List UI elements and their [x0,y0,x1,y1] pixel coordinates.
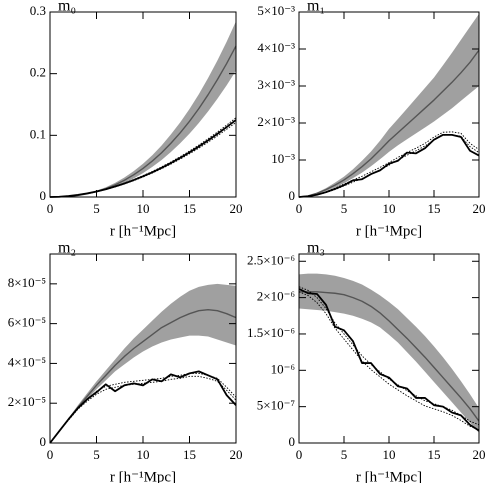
y-tick-label: 0.1 [30,126,46,141]
y-tick-label: 2×10⁻⁵ [8,394,46,409]
band-area [50,283,236,443]
series-line [49,122,237,198]
x-axis-label: r [h⁻¹Mpc] [110,223,176,239]
x-tick-label: 0 [47,201,54,216]
y-tick-label: 0 [40,188,47,203]
x-tick-label: 20 [473,447,486,462]
x-tick-label: 5 [341,201,348,216]
y-tick-label: 4×10⁻⁵ [8,354,46,369]
x-tick-label: 5 [93,447,100,462]
x-tick-label: 20 [473,201,486,216]
x-tick-label: 0 [296,201,303,216]
y-tick-label: 3×10⁻³ [257,77,295,92]
series-line [49,117,237,198]
x-tick-label: 15 [183,447,196,462]
y-tick-label: 4×10⁻³ [257,40,295,55]
x-tick-label: 5 [93,201,100,216]
y-tick-label: 10⁻⁶ [271,361,295,376]
series-line [299,291,480,422]
y-tick-label: 1.5×10⁻⁶ [247,325,295,340]
x-axis-label: r [h⁻¹Mpc] [110,469,176,483]
y-tick-label: 0 [289,434,296,449]
x-tick-label: 10 [137,201,150,216]
panel: 0 0.1 0.2 0.3 0 5 10 15 20 r [h⁻¹Mpc] m₀ [30,0,243,239]
series-line [298,133,480,198]
y-tick-label: 5×10⁻³ [257,3,295,18]
x-tick-label: 10 [137,447,150,462]
x-tick-label: 15 [183,201,196,216]
series-line [298,49,480,198]
band-area [299,273,479,433]
x-tick-label: 0 [47,447,54,462]
panel: 0 5×10⁻⁷ 10⁻⁶ 1.5×10⁻⁶ 2×10⁻⁶ 2.5×10⁻⁶ 0 5 10 15 2… [247,240,485,483]
series-line [49,375,237,444]
y-tick-label: 0.2 [30,65,46,80]
x-tick-label: 15 [428,447,441,462]
x-tick-label: 10 [383,447,396,462]
x-axis-label: r [h⁻¹Mpc] [356,223,422,239]
panel: 0 2×10⁻⁵ 4×10⁻⁵ 6×10⁻⁵ 8×10⁻⁵ 0 5 10 15 20 r [h⁻¹M… [8,240,243,483]
x-tick-label: 0 [296,447,303,462]
panel-title: m₀ [58,0,76,15]
series-line [298,286,480,426]
panel-title: m₃ [307,240,325,257]
y-tick-label: 2.5×10⁻⁶ [247,252,295,267]
y-tick-label: 0 [40,434,47,449]
band-area [299,13,479,197]
x-tick-label: 20 [230,201,243,216]
panel: 0 10⁻³ 2×10⁻³ 3×10⁻³ 4×10⁻³ 5×10⁻³ 0 5 10 15 20 r [… [257,0,485,239]
series-line [49,119,237,198]
y-tick-label: 6×10⁻⁵ [8,315,46,330]
x-tick-label: 20 [230,447,243,462]
y-tick-label: 10⁻³ [271,151,295,166]
series-line [298,291,480,431]
y-tick-label: 0 [289,188,296,203]
y-tick-label: 5×10⁻⁷ [257,398,295,413]
x-axis-label: r [h⁻¹Mpc] [356,469,422,483]
panel-title: m₂ [58,240,76,257]
series-line [49,370,237,444]
y-tick-label: 2×10⁻⁶ [257,289,295,304]
y-tick-label: 8×10⁻⁵ [8,275,46,290]
panel-title: m₁ [307,0,325,15]
y-tick-label: 0.3 [30,3,46,18]
series-line [49,45,237,198]
x-tick-label: 10 [383,201,396,216]
x-tick-label: 5 [341,447,348,462]
x-tick-label: 15 [428,201,441,216]
y-tick-label: 2×10⁻³ [257,114,295,129]
series-line [49,309,237,444]
series-line [298,288,480,432]
band-area [50,21,236,197]
